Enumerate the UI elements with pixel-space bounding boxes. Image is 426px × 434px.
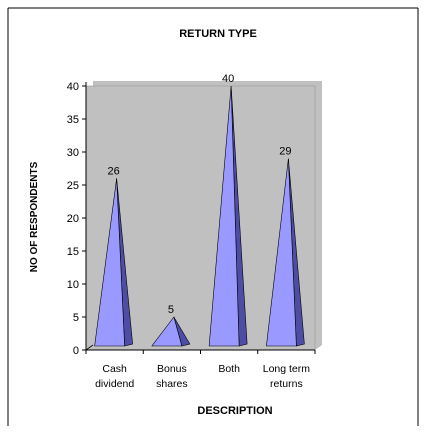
data-label: 26 <box>108 165 120 177</box>
plot-area: 0 5 10 15 20 25 30 35 40 26 5 40 29 Cash dividend Bonus… <box>67 73 322 390</box>
x-tick-label: Bonus <box>157 363 187 375</box>
pyramid-front <box>208 85 240 347</box>
y-tick-label: 35 <box>67 114 79 126</box>
data-label: 5 <box>168 304 174 316</box>
pyramid-front <box>94 178 125 347</box>
x-tick-label: dividend <box>95 378 134 390</box>
y-tick-label: 30 <box>67 147 79 159</box>
data-label: 40 <box>222 73 234 85</box>
y-tick-label: 40 <box>67 81 79 93</box>
pyramid-front <box>151 316 183 347</box>
data-label: 29 <box>279 146 291 158</box>
floor-edge <box>85 344 94 351</box>
y-tick-label: 10 <box>67 279 79 291</box>
y-axis-label: NO OF RESPONDENTS <box>29 161 40 272</box>
x-tick-label: Both <box>218 363 240 375</box>
y-tick-label: 25 <box>67 180 79 192</box>
y-tick-label: 15 <box>67 246 79 258</box>
y-tick-label: 5 <box>73 312 79 324</box>
y-tick-label: 0 <box>73 345 79 357</box>
chart-title: RETURN TYPE <box>179 28 257 40</box>
x-tick-label: shares <box>156 378 188 390</box>
x-tick-label: returns <box>270 378 303 390</box>
y-tick-label: 20 <box>67 213 79 225</box>
pyramid-front <box>266 158 297 347</box>
x-tick-label: Long term <box>263 363 311 375</box>
x-tick-label: Cash <box>102 363 127 375</box>
x-axis-label: DESCRIPTION <box>197 405 272 417</box>
